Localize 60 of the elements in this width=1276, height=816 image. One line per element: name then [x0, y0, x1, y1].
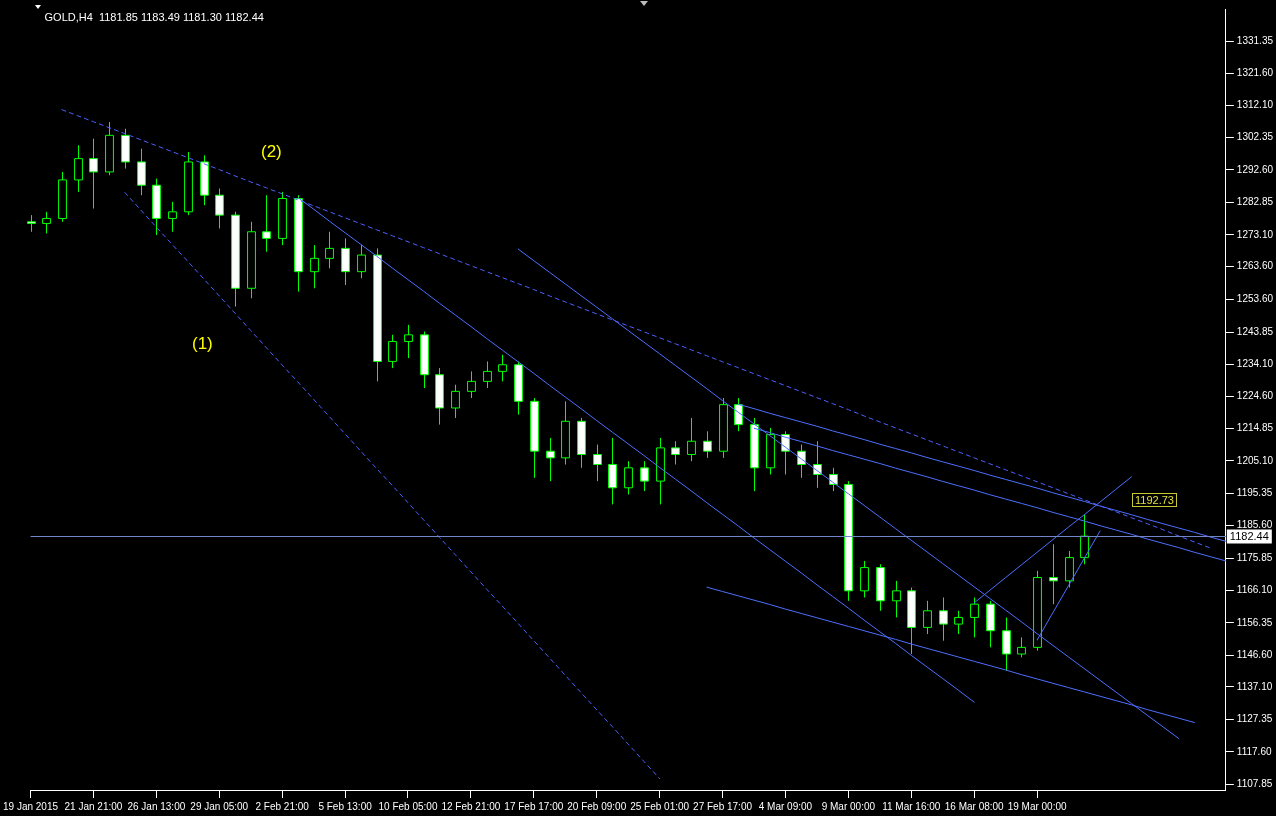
x-tick-label: 29 Jan 05:00: [190, 800, 249, 812]
y-tick-label: 1243.85: [1236, 325, 1274, 337]
y-tick-label: 1312.10: [1236, 98, 1274, 110]
chart-title: GOLD,H4 1181.85 1183.49 1181.30 1182.44: [44, 10, 264, 23]
candlestick: [939, 596, 948, 642]
x-tick-label: 5 Feb 13:00: [318, 800, 373, 812]
y-tick-label: 1127.35: [1236, 713, 1273, 725]
x-tick-label: 4 Mar 09:00: [758, 800, 813, 812]
line-series: [61, 109, 1211, 549]
x-tick-label: 21 Jan 21:00: [64, 800, 123, 812]
y-tick-label: 1282.85: [1236, 196, 1274, 208]
candlestick: [593, 444, 602, 482]
y-tick-label: 1234.10: [1236, 358, 1274, 370]
y-tick-label: 1273.10: [1236, 228, 1274, 240]
candlestick: [404, 324, 413, 359]
y-tick-label: 1195.35: [1236, 487, 1273, 499]
x-tick-label: 12 Feb 21:00: [441, 800, 501, 812]
x-tick-label: 19 Mar 00:00: [1007, 800, 1068, 812]
candlestick: [137, 148, 146, 196]
ref-line-label: 1182.44: [1229, 529, 1269, 542]
candlestick: [640, 460, 649, 492]
x-tick-label: 17 Feb 17:00: [504, 800, 564, 812]
candlestick: [813, 440, 822, 489]
y-tick-label: 1331.35: [1236, 34, 1274, 46]
x-tick-label: 20 Feb 09:00: [567, 800, 627, 812]
x-tick-label: 25 Feb 01:00: [630, 800, 690, 812]
candlestick: [262, 194, 271, 253]
x-tick-label: 26 Jan 13:00: [127, 800, 186, 812]
line-series: [124, 192, 661, 780]
y-tick-label: 1302.35: [1236, 131, 1274, 143]
y-tick-label: 1263.60: [1236, 260, 1274, 272]
y-tick-label: 1166.10: [1236, 584, 1273, 596]
x-tick-label: 19 Jan 2015: [2, 800, 59, 812]
candlestick: [923, 600, 932, 635]
y-tick-label: 1224.60: [1236, 389, 1274, 401]
x-tick-label: 9 Mar 00:00: [821, 800, 876, 812]
x-tick-label: 16 Mar 08:00: [944, 800, 1005, 812]
x-tick-label: 2 Feb 21:00: [255, 800, 310, 812]
candlestick: [168, 201, 177, 233]
annotation: (1): [192, 334, 213, 354]
y-tick-label: 1185.60: [1236, 519, 1273, 531]
x-tick-label: 10 Feb 05:00: [378, 800, 438, 812]
y-tick-label: 1175.85: [1236, 551, 1273, 563]
x-tick-label: 27 Feb 17:00: [693, 800, 753, 812]
y-tick-label: 1292.60: [1236, 163, 1274, 175]
y-tick-label: 1107.85: [1236, 777, 1273, 789]
y-tick-label: 1253.60: [1236, 293, 1274, 305]
y-tick-label: 1214.85: [1236, 422, 1274, 434]
candlestick: [829, 467, 838, 492]
y-tick-label: 1205.10: [1236, 454, 1274, 466]
y-tick-label: 1137.10: [1236, 680, 1273, 692]
y-tick-label: 1321.60: [1236, 67, 1274, 79]
x-tick-label: 11 Mar 16:00: [882, 800, 941, 812]
y-tick-label: 1117.60: [1236, 745, 1272, 757]
annotation: 1192.73: [1132, 493, 1177, 507]
y-tick-label: 1146.60: [1236, 649, 1273, 661]
y-tick-label: 1156.35: [1236, 616, 1273, 628]
candlestick: [498, 354, 507, 382]
annotation: (2): [261, 142, 282, 162]
candlestick: [388, 334, 397, 369]
